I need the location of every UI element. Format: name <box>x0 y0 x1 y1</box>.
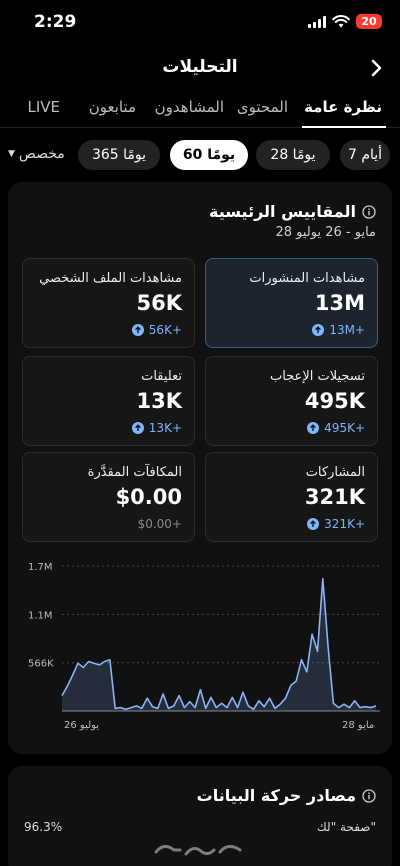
metric-delta: 495K+ <box>307 421 365 435</box>
status-time: 2:29 <box>34 12 77 32</box>
wifi-icon <box>332 15 350 28</box>
metric-value: 56K <box>136 291 183 315</box>
metric-delta-text: 495K+ <box>324 421 365 435</box>
metric-delta-text: 13K+ <box>148 421 182 435</box>
tab-live[interactable]: LIVE <box>27 98 60 116</box>
metric-post-views[interactable]: مشاهدات المنشورات 13M 13M+ <box>205 258 378 348</box>
chart-series-line <box>61 578 377 711</box>
metric-delta-text: 13M+ <box>329 323 365 337</box>
header: التحليلات <box>0 50 400 86</box>
tab-content[interactable]: المحتوى <box>236 98 288 116</box>
tab-followers[interactable]: متابعون <box>88 98 136 116</box>
range-custom[interactable]: ▼ مخصص <box>8 146 65 162</box>
range-custom-label: مخصص <box>18 146 65 162</box>
metric-value: 495K <box>304 389 365 413</box>
page-title: التحليلات <box>162 57 238 77</box>
chart-area-fill <box>62 578 376 711</box>
metric-label: مشاهدات المنشورات <box>249 271 365 286</box>
metric-delta: $0.00+ <box>138 517 182 531</box>
range-60-days[interactable]: 60 يومًا <box>170 140 248 170</box>
x-tick-label-jul26: يوليو 26 <box>64 720 99 731</box>
metric-label: مشاهدات الملف الشخصي <box>39 271 182 286</box>
range-28-days[interactable]: 28 يومًا <box>256 140 330 170</box>
date-range-selector: 7 أيام 28 يومًا 60 يومًا 365 يومًا ▼ مخص… <box>0 140 400 172</box>
post-views-chart: 1.7M 1.1M 566K يوليو 26 مايو 28 <box>28 562 380 731</box>
metric-delta: 13K+ <box>131 421 182 435</box>
battery-icon: 20 <box>356 14 382 29</box>
tab-viewers[interactable]: المشاهدون <box>154 98 224 116</box>
metric-delta: 56K+ <box>131 323 182 337</box>
arrow-up-circle-icon <box>131 324 144 336</box>
arrow-up-circle-icon <box>312 324 325 336</box>
tab-overview[interactable]: نظرة عامة <box>304 98 382 116</box>
metric-profile-views[interactable]: مشاهدات الملف الشخصي 56K 56K+ <box>22 258 195 348</box>
y-tick-label: 1.1M <box>28 610 53 621</box>
y-tick-label: 566K <box>28 659 54 670</box>
active-tab-indicator <box>302 126 386 128</box>
tab-bar: نظرة عامة المحتوى المشاهدون متابعون LIVE <box>0 94 400 128</box>
key-metrics-title-text: المقاييس الرئيسية <box>209 202 356 221</box>
metric-value: 13M <box>314 291 365 315</box>
metric-estimated-rewards[interactable]: المكافآت المقدَّرة $0.00 $0.00+ <box>22 452 195 542</box>
metric-delta-text: 321K+ <box>324 517 365 531</box>
info-icon[interactable] <box>362 204 376 219</box>
status-bar: 2:29 20 <box>0 0 400 46</box>
metric-label: المشاركات <box>305 465 365 480</box>
back-arrow-icon[interactable] <box>364 56 388 80</box>
y-tick-label: 1.7M <box>28 562 53 573</box>
info-icon[interactable] <box>362 788 376 803</box>
range-7-days[interactable]: 7 أيام <box>340 140 390 170</box>
date-range-text: 28 مايو - 26 يوليو <box>275 225 376 240</box>
arrow-up-circle-icon <box>307 422 320 434</box>
x-tick-label-may28: مايو 28 <box>342 720 374 731</box>
caret-down-icon: ▼ <box>8 149 15 159</box>
status-icons: 20 <box>308 14 382 29</box>
arrow-up-circle-icon <box>307 518 320 530</box>
traffic-sources-card: مصادر حركة البيانات صفحة "لك" 96.3% <box>8 766 392 866</box>
traffic-source-label: صفحة "لك" <box>316 820 376 834</box>
metric-delta-text: $0.00+ <box>137 517 182 531</box>
metric-delta: 13M+ <box>312 323 365 337</box>
traffic-source-percent: 96.3% <box>24 820 63 834</box>
metric-label: تسجيلات الإعجاب <box>269 369 365 384</box>
traffic-sources-title-text: مصادر حركة البيانات <box>196 786 356 805</box>
metric-value: 13K <box>136 389 183 413</box>
metric-shares[interactable]: المشاركات 321K 321K+ <box>205 452 378 542</box>
arrow-up-circle-icon <box>131 422 144 434</box>
metric-delta-text: 56K+ <box>148 323 182 337</box>
metric-comments[interactable]: تعليقات 13K 13K+ <box>22 356 195 446</box>
key-metrics-card: المقاييس الرئيسية 28 مايو - 26 يوليو مشا… <box>8 182 392 754</box>
traffic-sources-title: مصادر حركة البيانات <box>197 786 376 805</box>
metric-delta: 321K+ <box>307 517 365 531</box>
metric-value: 321K <box>304 485 365 509</box>
key-metrics-title: المقاييس الرئيسية <box>209 202 376 221</box>
metric-likes[interactable]: تسجيلات الإعجاب 495K 495K+ <box>205 356 378 446</box>
haraj-watermark-logo <box>154 845 242 856</box>
metric-value: $0.00 <box>115 485 182 509</box>
signal-icon <box>308 15 326 28</box>
metric-label: تعليقات <box>141 369 182 384</box>
metric-label: المكافآت المقدَّرة <box>87 465 182 480</box>
range-365-days[interactable]: 365 يومًا <box>78 140 160 170</box>
